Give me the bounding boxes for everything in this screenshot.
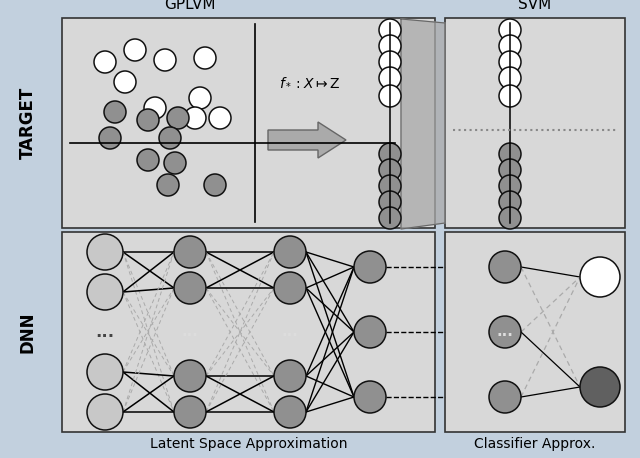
Circle shape <box>184 107 206 129</box>
Circle shape <box>379 67 401 89</box>
Circle shape <box>189 87 211 109</box>
Circle shape <box>499 143 521 165</box>
Circle shape <box>499 67 521 89</box>
Text: Classifier Approx.: Classifier Approx. <box>474 437 596 451</box>
Circle shape <box>209 107 231 129</box>
Circle shape <box>154 49 176 71</box>
Text: ...: ... <box>95 323 115 341</box>
Circle shape <box>580 257 620 297</box>
Circle shape <box>379 159 401 181</box>
Circle shape <box>104 101 126 123</box>
Circle shape <box>87 394 123 430</box>
Polygon shape <box>401 19 445 229</box>
Circle shape <box>489 381 521 413</box>
Circle shape <box>379 207 401 229</box>
Circle shape <box>87 234 123 270</box>
Circle shape <box>354 316 386 348</box>
Circle shape <box>159 127 181 149</box>
Circle shape <box>379 35 401 57</box>
Text: SVM: SVM <box>518 0 552 12</box>
Circle shape <box>157 174 179 196</box>
Circle shape <box>499 19 521 41</box>
Circle shape <box>174 272 206 304</box>
Circle shape <box>137 149 159 171</box>
Bar <box>62 18 435 228</box>
Circle shape <box>164 152 186 174</box>
Circle shape <box>489 251 521 283</box>
Circle shape <box>174 236 206 268</box>
Circle shape <box>354 381 386 413</box>
Text: DNN: DNN <box>19 311 37 353</box>
Circle shape <box>379 175 401 197</box>
Circle shape <box>499 159 521 181</box>
Text: TARGET: TARGET <box>19 87 37 159</box>
Circle shape <box>354 251 386 283</box>
Circle shape <box>379 51 401 73</box>
Circle shape <box>87 274 123 310</box>
FancyArrow shape <box>268 122 346 158</box>
Circle shape <box>379 85 401 107</box>
Circle shape <box>499 191 521 213</box>
Text: Latent Space Approximation: Latent Space Approximation <box>150 437 348 451</box>
Circle shape <box>114 71 136 93</box>
Text: $f_*:X\mapsto \mathrm{Z}$: $f_*:X\mapsto \mathrm{Z}$ <box>279 75 340 89</box>
Circle shape <box>137 109 159 131</box>
Circle shape <box>124 39 146 61</box>
Circle shape <box>499 207 521 229</box>
Circle shape <box>499 85 521 107</box>
Circle shape <box>499 35 521 57</box>
Circle shape <box>174 396 206 428</box>
Circle shape <box>489 316 521 348</box>
Circle shape <box>87 354 123 390</box>
Circle shape <box>94 51 116 73</box>
Circle shape <box>204 174 226 196</box>
Circle shape <box>379 19 401 41</box>
Bar <box>62 232 435 432</box>
Circle shape <box>274 360 306 392</box>
Circle shape <box>499 51 521 73</box>
Circle shape <box>194 47 216 69</box>
Circle shape <box>167 107 189 129</box>
Circle shape <box>274 272 306 304</box>
Circle shape <box>174 360 206 392</box>
Circle shape <box>499 175 521 197</box>
Bar <box>445 232 625 432</box>
Text: ...: ... <box>497 325 513 339</box>
Text: ...: ... <box>182 325 198 339</box>
Text: GPLVM: GPLVM <box>164 0 216 12</box>
Circle shape <box>580 367 620 407</box>
Circle shape <box>379 143 401 165</box>
Circle shape <box>274 236 306 268</box>
Circle shape <box>274 396 306 428</box>
Text: ...: ... <box>282 325 298 339</box>
Bar <box>445 18 625 228</box>
Circle shape <box>99 127 121 149</box>
Circle shape <box>144 97 166 119</box>
Circle shape <box>379 191 401 213</box>
